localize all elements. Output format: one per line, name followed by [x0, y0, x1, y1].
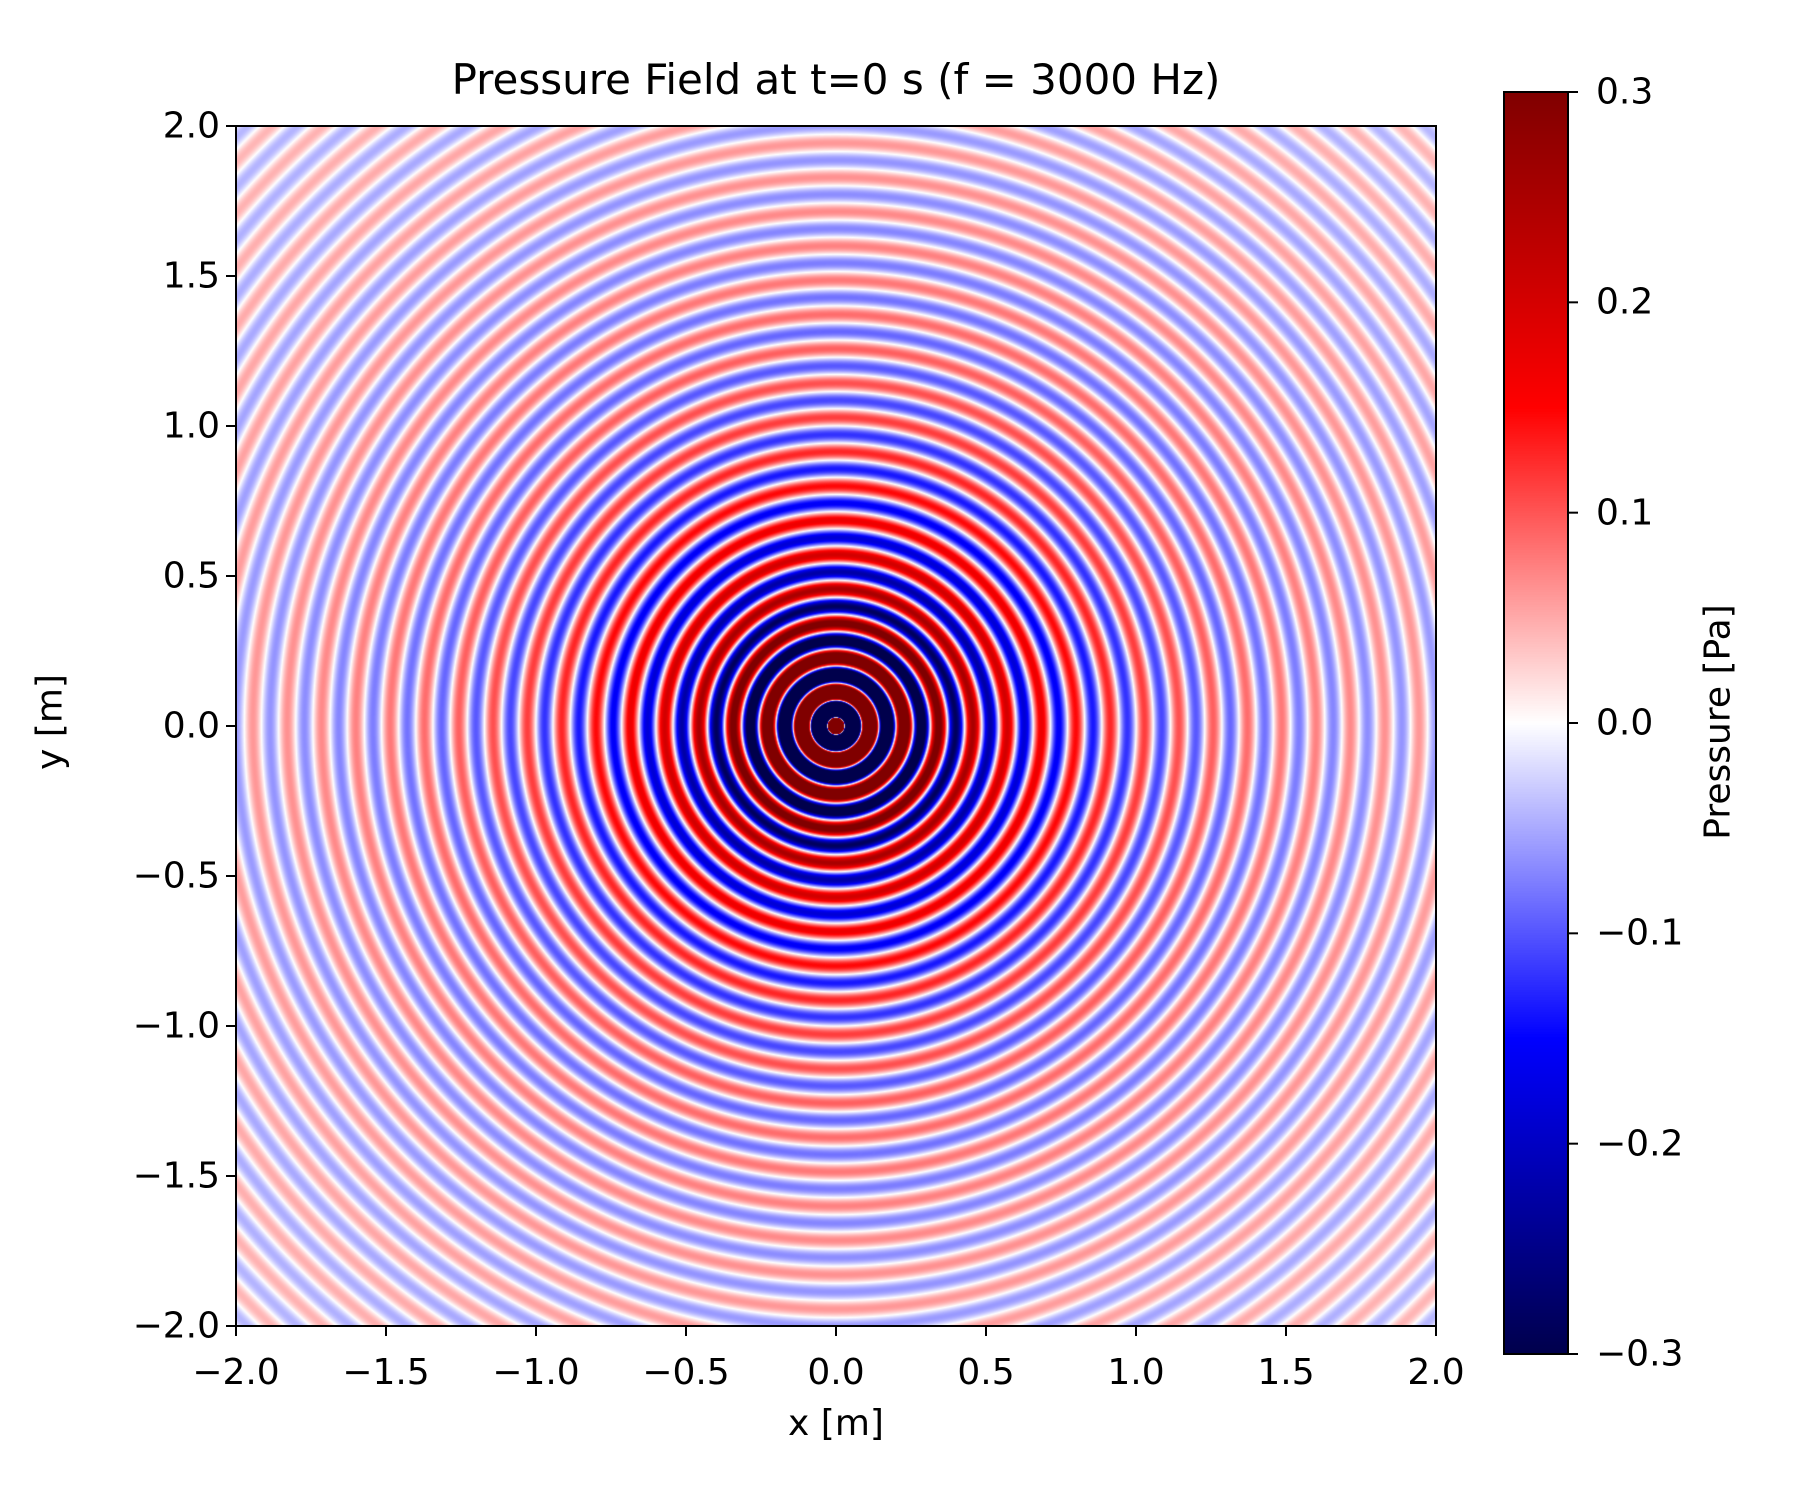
y-tick-label: −1.5 [132, 1155, 220, 1197]
x-tick-label: 2.0 [1407, 1352, 1465, 1393]
x-tick-label: 0.0 [807, 1352, 865, 1393]
x-tick-label: −2.0 [192, 1352, 280, 1393]
y-axis-label: y [m] [29, 674, 71, 770]
colorbar-tick-label: 0.2 [1596, 281, 1654, 323]
x-tick-label: −1.5 [342, 1352, 430, 1393]
y-tick-label: −2.0 [132, 1305, 220, 1347]
y-tick-label: 1.0 [162, 405, 220, 447]
y-tick-label: 1.5 [162, 255, 220, 297]
x-ticks [235, 1326, 1437, 1336]
colorbar-gradient [1504, 92, 1568, 1354]
y-tick-label: 0.0 [162, 705, 220, 747]
colorbar-ticks [1568, 91, 1578, 1355]
x-tick-label: 1.5 [1257, 1352, 1315, 1393]
x-tick-label: −0.5 [642, 1352, 730, 1393]
x-tick-label: 0.5 [957, 1352, 1015, 1393]
colorbar-tick-label: 0.0 [1596, 702, 1654, 744]
x-axis-label: x [m] [788, 1403, 884, 1444]
y-tick-label: −0.5 [132, 855, 220, 897]
pressure-heatmap [236, 126, 1436, 1326]
colorbar-tick-label: −0.1 [1596, 912, 1684, 954]
y-tick-label: −1.0 [132, 1005, 220, 1047]
x-tick-label: −1.0 [492, 1352, 580, 1393]
plot-frame [235, 125, 1437, 1327]
colorbar-tick-label: −0.2 [1596, 1123, 1684, 1165]
y-tick-label: 0.5 [162, 555, 220, 597]
x-tick-label: 1.0 [1107, 1352, 1165, 1393]
y-tick-label: 2.0 [162, 105, 220, 147]
colorbar-tick-label: 0.1 [1596, 492, 1654, 534]
colorbar-tick-label: −0.3 [1596, 1333, 1684, 1375]
chart-title: Pressure Field at t=0 s (f = 3000 Hz) [451, 55, 1221, 104]
y-ticks [226, 125, 236, 1327]
colorbar-label: Pressure [Pa] [1697, 604, 1739, 840]
colorbar-tick-label: 0.3 [1596, 71, 1654, 113]
colorbar-frame [1503, 91, 1569, 1355]
